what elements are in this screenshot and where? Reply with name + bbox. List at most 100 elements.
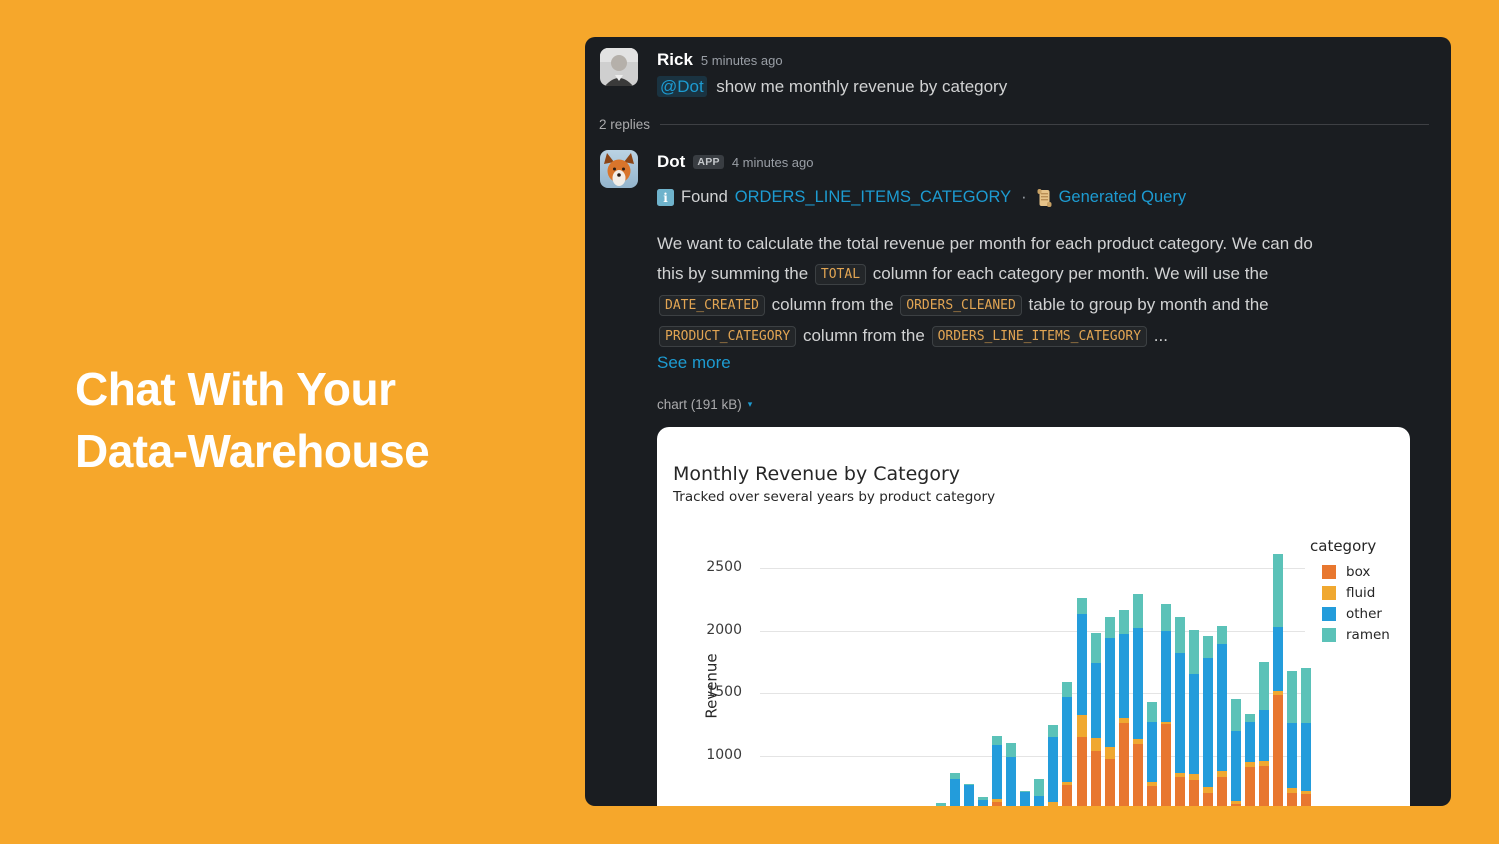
y-tick-label: 1000 [706, 746, 742, 763]
bar-segment-other [1160, 630, 1171, 723]
bar-segment-other [1006, 756, 1017, 806]
generated-query-link[interactable]: Generated Query [1058, 188, 1187, 206]
message1-body-text: show me monthly revenue by category [716, 77, 1008, 96]
bar-segment-other [992, 745, 1003, 800]
bar-segment-fluid [1090, 738, 1101, 752]
bar-segment-box [1217, 777, 1227, 806]
bar-segment-ramen [1273, 553, 1284, 627]
separator-dot: · [1021, 188, 1027, 206]
attachment-name: chart (191 kB) [657, 397, 742, 412]
legend-item-other: other [1307, 603, 1390, 624]
gridline [760, 693, 1305, 694]
bar-segment-box [1104, 758, 1115, 806]
bar-segment-other [1090, 662, 1101, 739]
bar-segment-box [992, 801, 1003, 806]
bar-segment-ramen [1188, 629, 1199, 675]
found-table-link[interactable]: ORDERS_LINE_ITEMS_CATEGORY [734, 188, 1012, 206]
bar-segment-ramen [1090, 632, 1101, 663]
bar-segment-box [1090, 751, 1101, 806]
legend-item-box: box [1307, 561, 1390, 582]
paragraph-text: table to group by month and the [1023, 295, 1269, 314]
legend-swatch-icon [1322, 564, 1336, 579]
headline-line-2: Data-Warehouse [75, 425, 430, 477]
bar-segment-box [1231, 804, 1242, 806]
author-name[interactable]: Rick [657, 50, 693, 69]
bar-segment-other [964, 784, 975, 806]
bar-segment-box [1076, 737, 1087, 806]
bot-meta-row: i Found ORDERS_LINE_ITEMS_CATEGORY · Gen… [657, 188, 1186, 207]
chart-attachment-card[interactable]: Monthly Revenue by Category Tracked over… [657, 427, 1410, 806]
bar-segment-fluid [1231, 800, 1242, 805]
gridline [760, 755, 1305, 757]
message-timestamp[interactable]: 4 minutes ago [731, 154, 814, 170]
chart-legend: category box fluid other ramen [1307, 537, 1390, 645]
bar-segment-other [1146, 722, 1157, 782]
message-timestamp[interactable]: 5 minutes ago [700, 52, 783, 68]
bar-segment-fluid [1132, 739, 1143, 745]
bar-segment-ramen [1006, 743, 1017, 757]
message1-header: Rick 5 minutes ago [657, 50, 783, 70]
bar-segment-other [1217, 644, 1227, 772]
bar-segment-ramen [1160, 603, 1171, 631]
bar-segment-box [1118, 723, 1129, 806]
bar-segment-ramen [1146, 701, 1157, 722]
bar-segment-fluid [1076, 715, 1087, 737]
bar-segment-fluid [1287, 788, 1298, 793]
bar-segment-box [1245, 767, 1256, 806]
mention-pill[interactable]: @Dot [657, 76, 707, 97]
bar-segment-other [950, 778, 961, 806]
avatar-rick[interactable] [600, 48, 638, 86]
bar-segment-ramen [1118, 610, 1129, 634]
legend-swatch-icon [1322, 585, 1336, 600]
bar-segment-ramen [1104, 617, 1115, 639]
chevron-down-icon: ▾ [747, 399, 753, 409]
bar-segment-box [1062, 784, 1073, 806]
chart-title: Monthly Revenue by Category [673, 463, 961, 485]
bar-segment-box [1259, 766, 1270, 806]
attachment-toggle[interactable]: chart (191 kB) ▾ [657, 397, 752, 412]
author-name[interactable]: Dot [657, 152, 686, 171]
paragraph-text: column for each category per month. We w… [868, 264, 1269, 283]
legend-label: other [1346, 605, 1382, 622]
inline-code-token: DATE_CREATED [659, 295, 765, 316]
bar-segment-box [1174, 777, 1185, 806]
bar-segment-fluid [1146, 781, 1157, 786]
bar-segment-box [1048, 805, 1059, 806]
bar-segment-other [1048, 737, 1059, 803]
bar-segment-ramen [978, 796, 989, 800]
bar-segment-other [1034, 795, 1045, 806]
avatar-dot-bot[interactable] [600, 150, 638, 188]
divider-line [660, 124, 1429, 125]
bar-segment-fluid [1174, 772, 1185, 778]
inline-code-token: PRODUCT_CATEGORY [659, 326, 797, 347]
gridline [760, 630, 1305, 632]
bar-segment-box [1301, 794, 1312, 806]
bar-segment-fluid [1118, 718, 1129, 724]
bar-segment-fluid [1048, 802, 1059, 806]
y-tick-label: 2500 [706, 559, 742, 575]
bar-segment-box [1188, 779, 1199, 806]
bar-segment-fluid [1245, 762, 1256, 767]
bar-segment-other [1301, 723, 1312, 791]
scroll-icon [1037, 188, 1052, 207]
bar-segment-other [1188, 674, 1199, 774]
legend-title: category [1310, 537, 1377, 555]
bar-segment-fluid [1273, 691, 1284, 696]
bar-segment-fluid [1062, 781, 1073, 785]
legend-label: fluid [1346, 584, 1376, 601]
bar-segment-other [1202, 657, 1213, 788]
bar-segment-other [1104, 638, 1115, 748]
bar-segment-fluid [1160, 722, 1171, 725]
bar-segment-other [1231, 731, 1242, 801]
bar-segment-box [1132, 744, 1143, 806]
bar-segment-ramen [936, 802, 946, 806]
see-more-link[interactable]: See more [657, 353, 731, 372]
inline-code-token: ORDERS_LINE_ITEMS_CATEGORY [931, 326, 1148, 347]
bar-segment-ramen [1217, 625, 1227, 645]
bar-segment-fluid [1202, 787, 1213, 793]
gridline [760, 568, 1305, 569]
slack-thread-window: Rick 5 minutes ago @Dot show me monthly … [585, 37, 1451, 806]
bar-segment-ramen [1202, 635, 1213, 658]
bar-segment-box [1287, 793, 1298, 806]
